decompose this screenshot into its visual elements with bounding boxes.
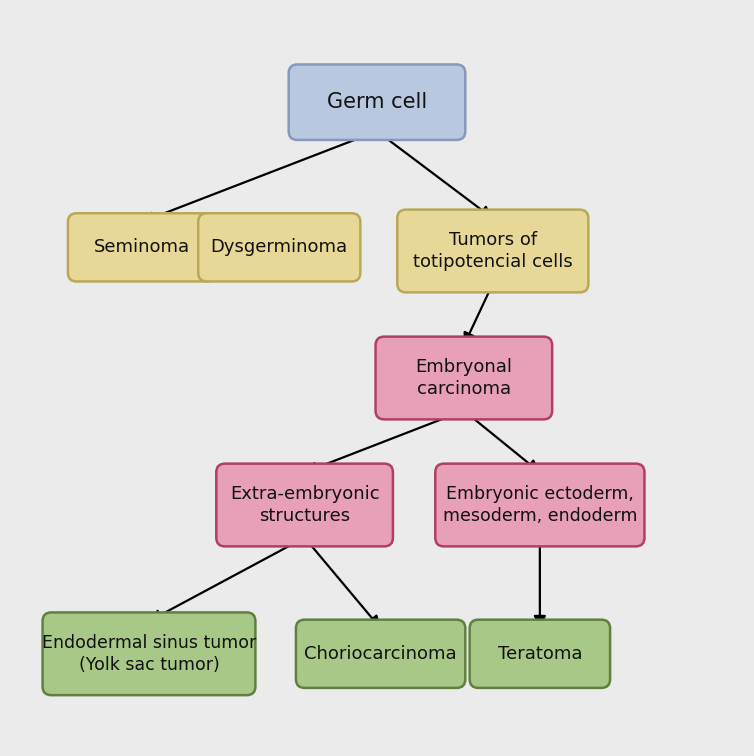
FancyBboxPatch shape [42,612,256,696]
FancyBboxPatch shape [375,336,552,420]
FancyBboxPatch shape [296,620,465,688]
FancyBboxPatch shape [470,620,610,688]
Text: Embryonic ectoderm,
mesoderm, endoderm: Embryonic ectoderm, mesoderm, endoderm [443,485,637,525]
Text: Dysgerminoma: Dysgerminoma [210,238,348,256]
Text: Embryonal
carcinoma: Embryonal carcinoma [415,358,513,398]
FancyBboxPatch shape [216,463,393,547]
Text: Extra-embryonic
structures: Extra-embryonic structures [230,485,379,525]
Text: Seminoma: Seminoma [93,238,190,256]
FancyBboxPatch shape [435,463,645,547]
Text: Choriocarcinoma: Choriocarcinoma [305,645,457,663]
FancyBboxPatch shape [289,64,465,140]
FancyBboxPatch shape [68,213,216,281]
Text: Endodermal sinus tumor
(Yolk sac tumor): Endodermal sinus tumor (Yolk sac tumor) [42,634,256,674]
Text: Teratoma: Teratoma [498,645,582,663]
Text: Germ cell: Germ cell [327,92,427,112]
FancyBboxPatch shape [397,209,588,293]
FancyBboxPatch shape [198,213,360,281]
Text: Tumors of
totipotencial cells: Tumors of totipotencial cells [413,231,573,271]
